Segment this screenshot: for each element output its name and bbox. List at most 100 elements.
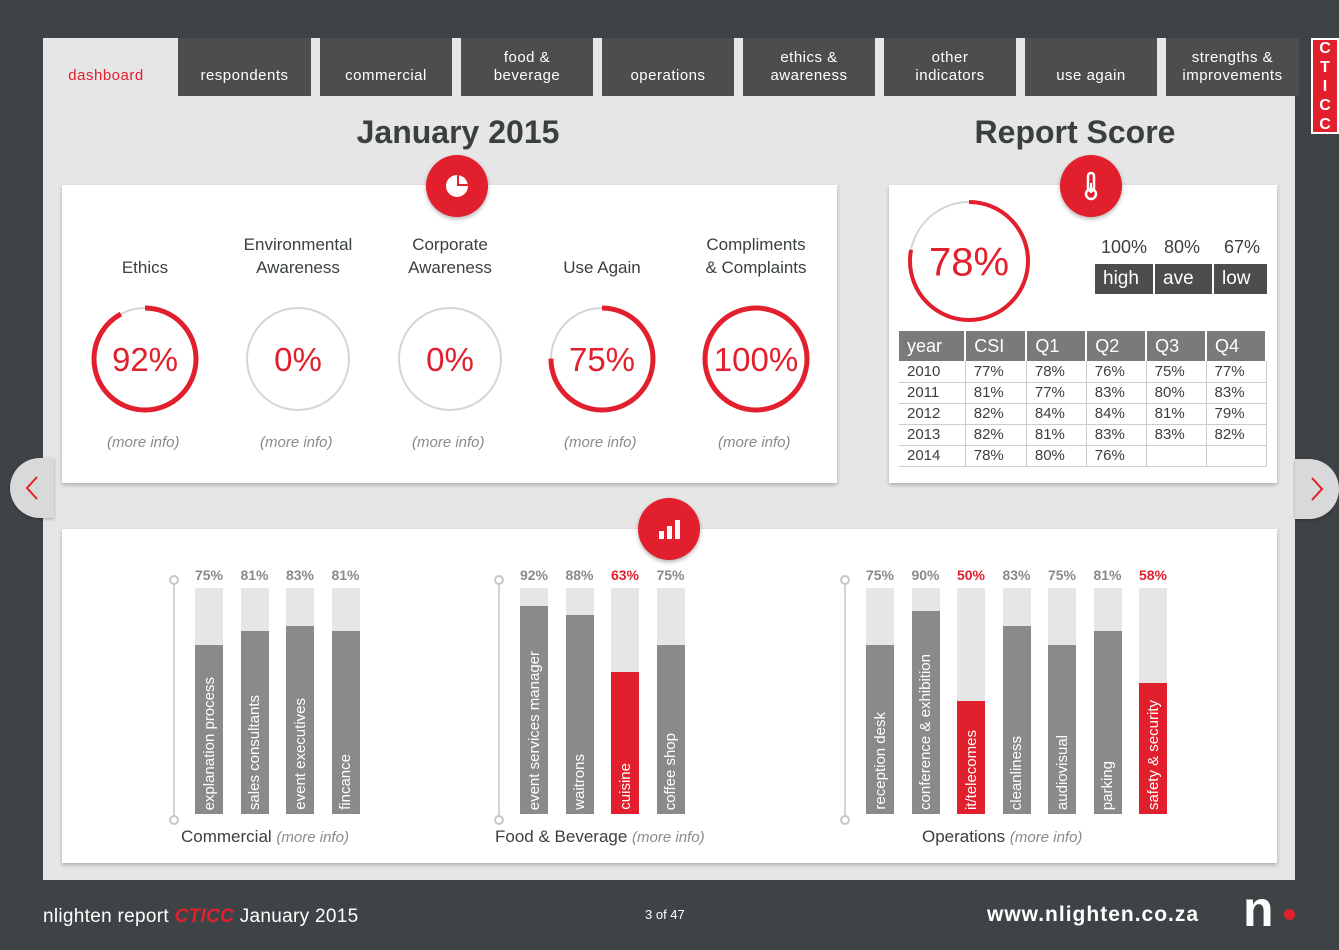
more-info-link[interactable]: (more info) [718,434,791,451]
bar-category-label: audiovisual [1053,734,1071,810]
more-info-link[interactable]: (more info) [412,434,485,451]
table-cell: 83% [1086,424,1147,446]
bar-track: explanation process [195,588,223,814]
bar-value-label: 88% [565,567,594,583]
bar-value-label: 75% [656,567,685,583]
previous-page-button[interactable] [10,458,54,518]
table-cell: 76% [1086,361,1147,383]
score-title: Report Score [974,114,1176,150]
bar-value-label: 81% [1093,567,1122,583]
table-cell: 2011 [899,382,966,404]
column-header: CSI [965,331,1028,361]
table-row: 2014 78% 80% 76% [899,445,1267,467]
more-info-link[interactable]: (more info) [107,434,180,451]
table-cell: 2013 [899,424,966,446]
bar-track: cleanliness [1002,588,1031,814]
bar-value-label: 75% [1047,567,1077,583]
tab-ethics-awareness[interactable]: ethics & awareness [743,38,875,96]
metric-label: Corporate Awareness [408,235,492,277]
table-row: 2013 82% 81% 83% 83% 82% [899,424,1267,446]
footer-month: January 2015 [239,906,359,927]
bar-value-label: 81% [331,567,360,583]
metric-label: Use Again [563,258,641,277]
group-title: Food & Beverage (more info) [495,827,705,847]
table-cell: 75% [1146,361,1207,383]
metric-ring: 100% [702,305,810,413]
table-cell: 77% [1026,382,1087,404]
table-cell: 80% [1146,382,1207,404]
badge-letter: I [1322,77,1328,95]
table-header-row: year CSI Q1 Q2 Q3 Q4 [899,331,1267,361]
tab-food-beverage[interactable]: food & beverage [461,38,593,96]
tab-dashboard[interactable]: dashboard [43,38,169,96]
tab-bar: dashboard respondents commercial food & bev… [43,38,1299,96]
bar-category-label: parking [1099,760,1116,810]
column-header: Q2 [1086,331,1148,361]
bar [1048,644,1076,814]
bar-category-label: sales consultants [246,694,263,810]
badge-letter: C [1319,115,1331,133]
bar-track: reception desk [866,588,894,814]
bar-value-label: 83% [285,567,315,583]
table-cell: 81% [1146,403,1207,425]
metric-value: 0% [426,341,474,378]
footer-report-label: nlighten report [43,906,169,927]
metric-label: Ethics [121,258,169,277]
bar [195,644,223,814]
axis-end-dot [494,815,504,825]
table-cell: 78% [965,445,1027,467]
bar-category-label: cuisine [616,763,634,810]
tab-other-indicators[interactable]: other indicators [884,38,1016,96]
tab-commercial[interactable]: commercial [320,38,452,96]
more-info-link[interactable]: (more info) [564,434,637,451]
bar-value-label: 75% [865,567,895,583]
table-cell: 79% [1206,403,1267,425]
group-title: Operations (more info) [922,827,1082,847]
metric-value: 0% [274,341,322,378]
bar-track: event services manager [520,588,548,814]
bar-category-label: conference & exhibition [917,654,934,810]
bar [520,606,548,814]
tab-respondents[interactable]: respondents [178,38,311,96]
legend-low-value: 67% [1224,237,1261,257]
bar-value-label: 63% [610,567,640,583]
more-info-link[interactable]: (more info) [276,829,349,846]
bar-category-label: waitrons [571,754,588,810]
bar [611,671,639,814]
bar-value-label: 75% [194,567,224,583]
bar-chart-icon [638,498,700,560]
bar-category-label: explanation process [200,676,218,810]
bar [286,626,314,814]
metric-arc [91,305,199,413]
bars-card: 75% explanation process 81% sales consultan… [62,529,1277,863]
metrics-card: Ethics 92% (more info) Environmental Awaren… [62,185,837,483]
tab-operations[interactable]: operations [602,38,734,96]
column-header: year [899,331,967,361]
table-cell: 84% [1086,403,1147,425]
more-info-link[interactable]: (more info) [1009,829,1083,846]
bar-track: coffee shop [656,588,685,814]
tab-label: food & beverage [493,49,561,84]
more-info-link[interactable]: (more info) [632,829,705,846]
table-cell: 84% [1026,403,1087,425]
table-row: 2012 82% 84% 84% 81% 79% [899,403,1267,425]
bar-value-label: 81% [240,567,269,583]
axis-end-dot [169,575,179,585]
bar-track: safety & security [1139,588,1167,814]
pie-chart-icon [426,155,488,217]
bar-value-label: 83% [1002,567,1031,583]
more-info-link[interactable]: (more info) [260,434,333,451]
tab-strengths-improvements[interactable]: strengths & improvements [1166,38,1299,96]
tab-label: commercial [345,67,427,84]
metric-track [398,307,502,411]
tab-label: respondents [200,67,289,84]
website-link[interactable]: www.nlighten.co.za [987,903,1200,926]
badge-letter: C [1319,39,1331,57]
legend-low-label: low [1214,264,1267,294]
next-page-button[interactable] [1295,459,1339,519]
table-cell: 77% [1206,361,1267,383]
table-cell: 77% [965,361,1027,383]
month-title: January 2015 [356,114,560,150]
legend-high-value: 100% [1101,237,1148,257]
tab-use-again[interactable]: use again [1025,38,1157,96]
